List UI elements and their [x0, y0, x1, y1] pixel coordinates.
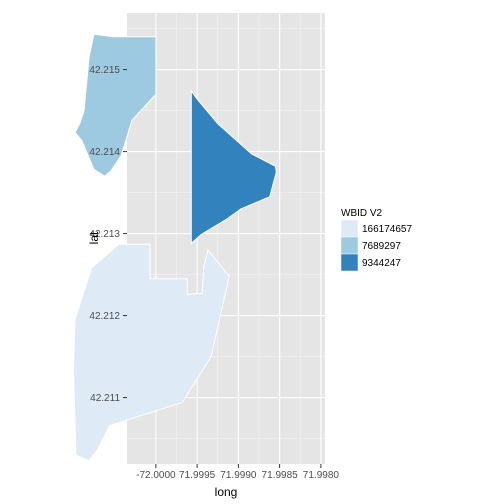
legend-label: 166174657	[362, 224, 412, 235]
legend-key-7689297	[341, 237, 358, 254]
x-axis-title: long	[215, 485, 238, 499]
y-axis-title: lat	[87, 231, 101, 244]
x-tick-label: 71.9980	[303, 470, 340, 481]
x-tick-label: 71.9985	[262, 470, 299, 481]
y-tick-label: 42.211	[90, 393, 120, 404]
legend-key-166174657	[341, 220, 358, 237]
x-tick-label: -72.0000	[136, 470, 176, 481]
x-axis: -72.0000 71.9995 71.9990 71.9985 71.9980	[136, 464, 339, 481]
legend-title: WBID V2	[341, 208, 383, 219]
x-tick-label: 71.9995	[179, 470, 216, 481]
legend-key-9344247	[341, 254, 358, 271]
legend-label: 7689297	[362, 241, 401, 252]
y-tick-label: 42.214	[89, 147, 120, 158]
x-tick-label: 71.9990	[220, 470, 257, 481]
legend-label: 9344247	[362, 258, 401, 269]
y-tick-label: 42.212	[89, 311, 120, 322]
y-tick-label: 42.215	[89, 65, 120, 76]
legend: WBID V2 166174657 7689297 9344247	[341, 208, 412, 271]
